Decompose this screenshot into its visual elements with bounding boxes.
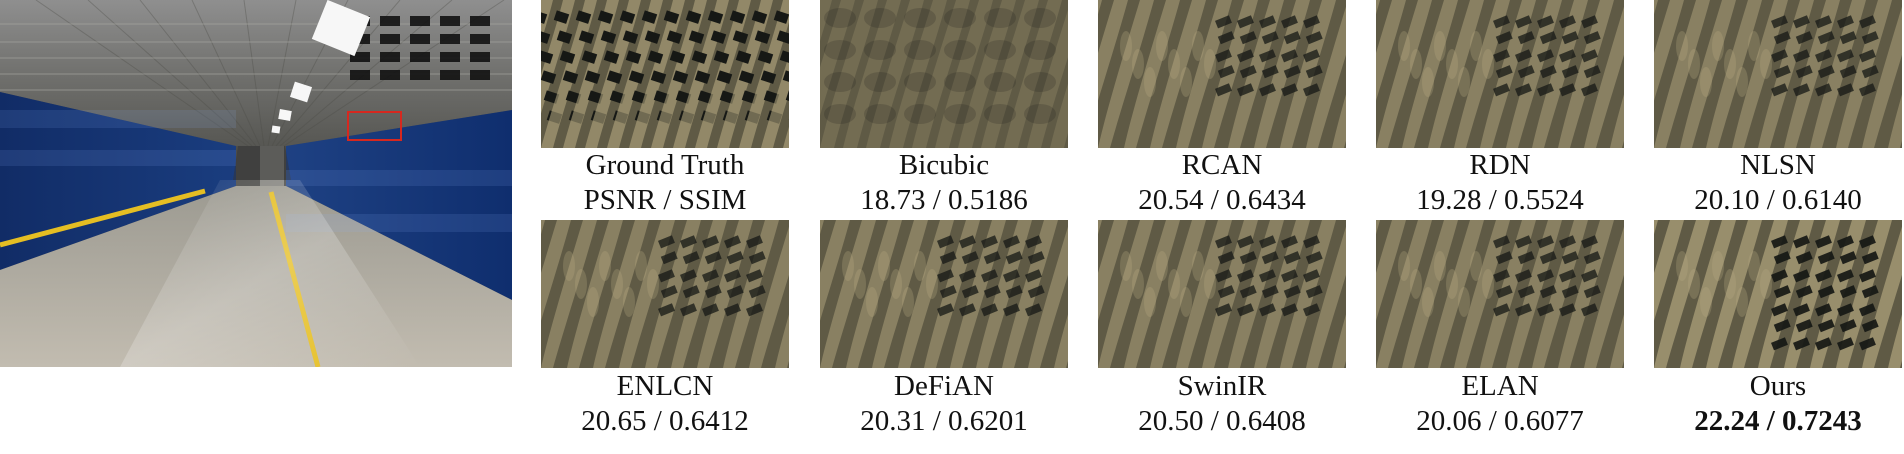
method-name: RCAN — [1181, 149, 1263, 181]
comparison-image-enlcn — [541, 220, 789, 368]
caption-bicubic: Bicubic 18.73 / 0.5186 — [820, 148, 1068, 218]
caption-ground-truth: Ground Truth PSNR / SSIM — [541, 148, 789, 218]
method-name: NLSN — [1740, 149, 1816, 181]
method-name: SwinIR — [1177, 370, 1267, 402]
method-name: ENLCN — [616, 370, 714, 402]
comparison-image-rdn — [1376, 0, 1624, 148]
caption-nlsn: NLSN 20.10 / 0.6140 — [1654, 148, 1902, 218]
metric-value: PSNR / SSIM — [583, 184, 747, 216]
main-tunnel-image — [0, 0, 512, 367]
caption-elan: ELAN 20.06 / 0.6077 — [1376, 369, 1624, 439]
metric-value: 20.54 / 0.6434 — [1138, 184, 1306, 216]
method-name: ELAN — [1461, 370, 1539, 402]
method-name: Ground Truth — [585, 149, 745, 181]
metric-value: 22.24 / 0.7243 — [1694, 405, 1862, 437]
metric-value: 20.06 / 0.6077 — [1416, 405, 1584, 437]
method-name: Ours — [1749, 370, 1807, 402]
method-name: RDN — [1469, 149, 1531, 181]
caption-swinir: SwinIR 20.50 / 0.6408 — [1098, 369, 1346, 439]
metric-value: 20.65 / 0.6412 — [581, 405, 749, 437]
zoom-region-box — [347, 111, 402, 141]
comparison-image-ours — [1654, 220, 1902, 368]
comparison-image-rcan — [1098, 0, 1346, 148]
caption-defian: DeFiAN 20.31 / 0.6201 — [820, 369, 1068, 439]
comparison-image-nlsn — [1654, 0, 1902, 148]
caption-rdn: RDN 19.28 / 0.5524 — [1376, 148, 1624, 218]
metric-value: 19.28 / 0.5524 — [1416, 184, 1584, 216]
method-name: Bicubic — [898, 149, 990, 181]
metric-value: 20.10 / 0.6140 — [1694, 184, 1862, 216]
comparison-image-elan — [1376, 220, 1624, 368]
metric-value: 20.31 / 0.6201 — [860, 405, 1028, 437]
method-name: DeFiAN — [894, 370, 994, 402]
caption-rcan: RCAN 20.54 / 0.6434 — [1098, 148, 1346, 218]
metric-value: 18.73 / 0.5186 — [860, 184, 1028, 216]
comparison-image-bicubic — [820, 0, 1068, 148]
metric-value: 20.50 / 0.6408 — [1138, 405, 1306, 437]
comparison-image-defian — [820, 220, 1068, 368]
comparison-image-ground-truth — [541, 0, 789, 148]
caption-enlcn: ENLCN 20.65 / 0.6412 — [541, 369, 789, 439]
caption-ours: Ours 22.24 / 0.7243 — [1654, 369, 1902, 439]
comparison-image-swinir — [1098, 220, 1346, 368]
